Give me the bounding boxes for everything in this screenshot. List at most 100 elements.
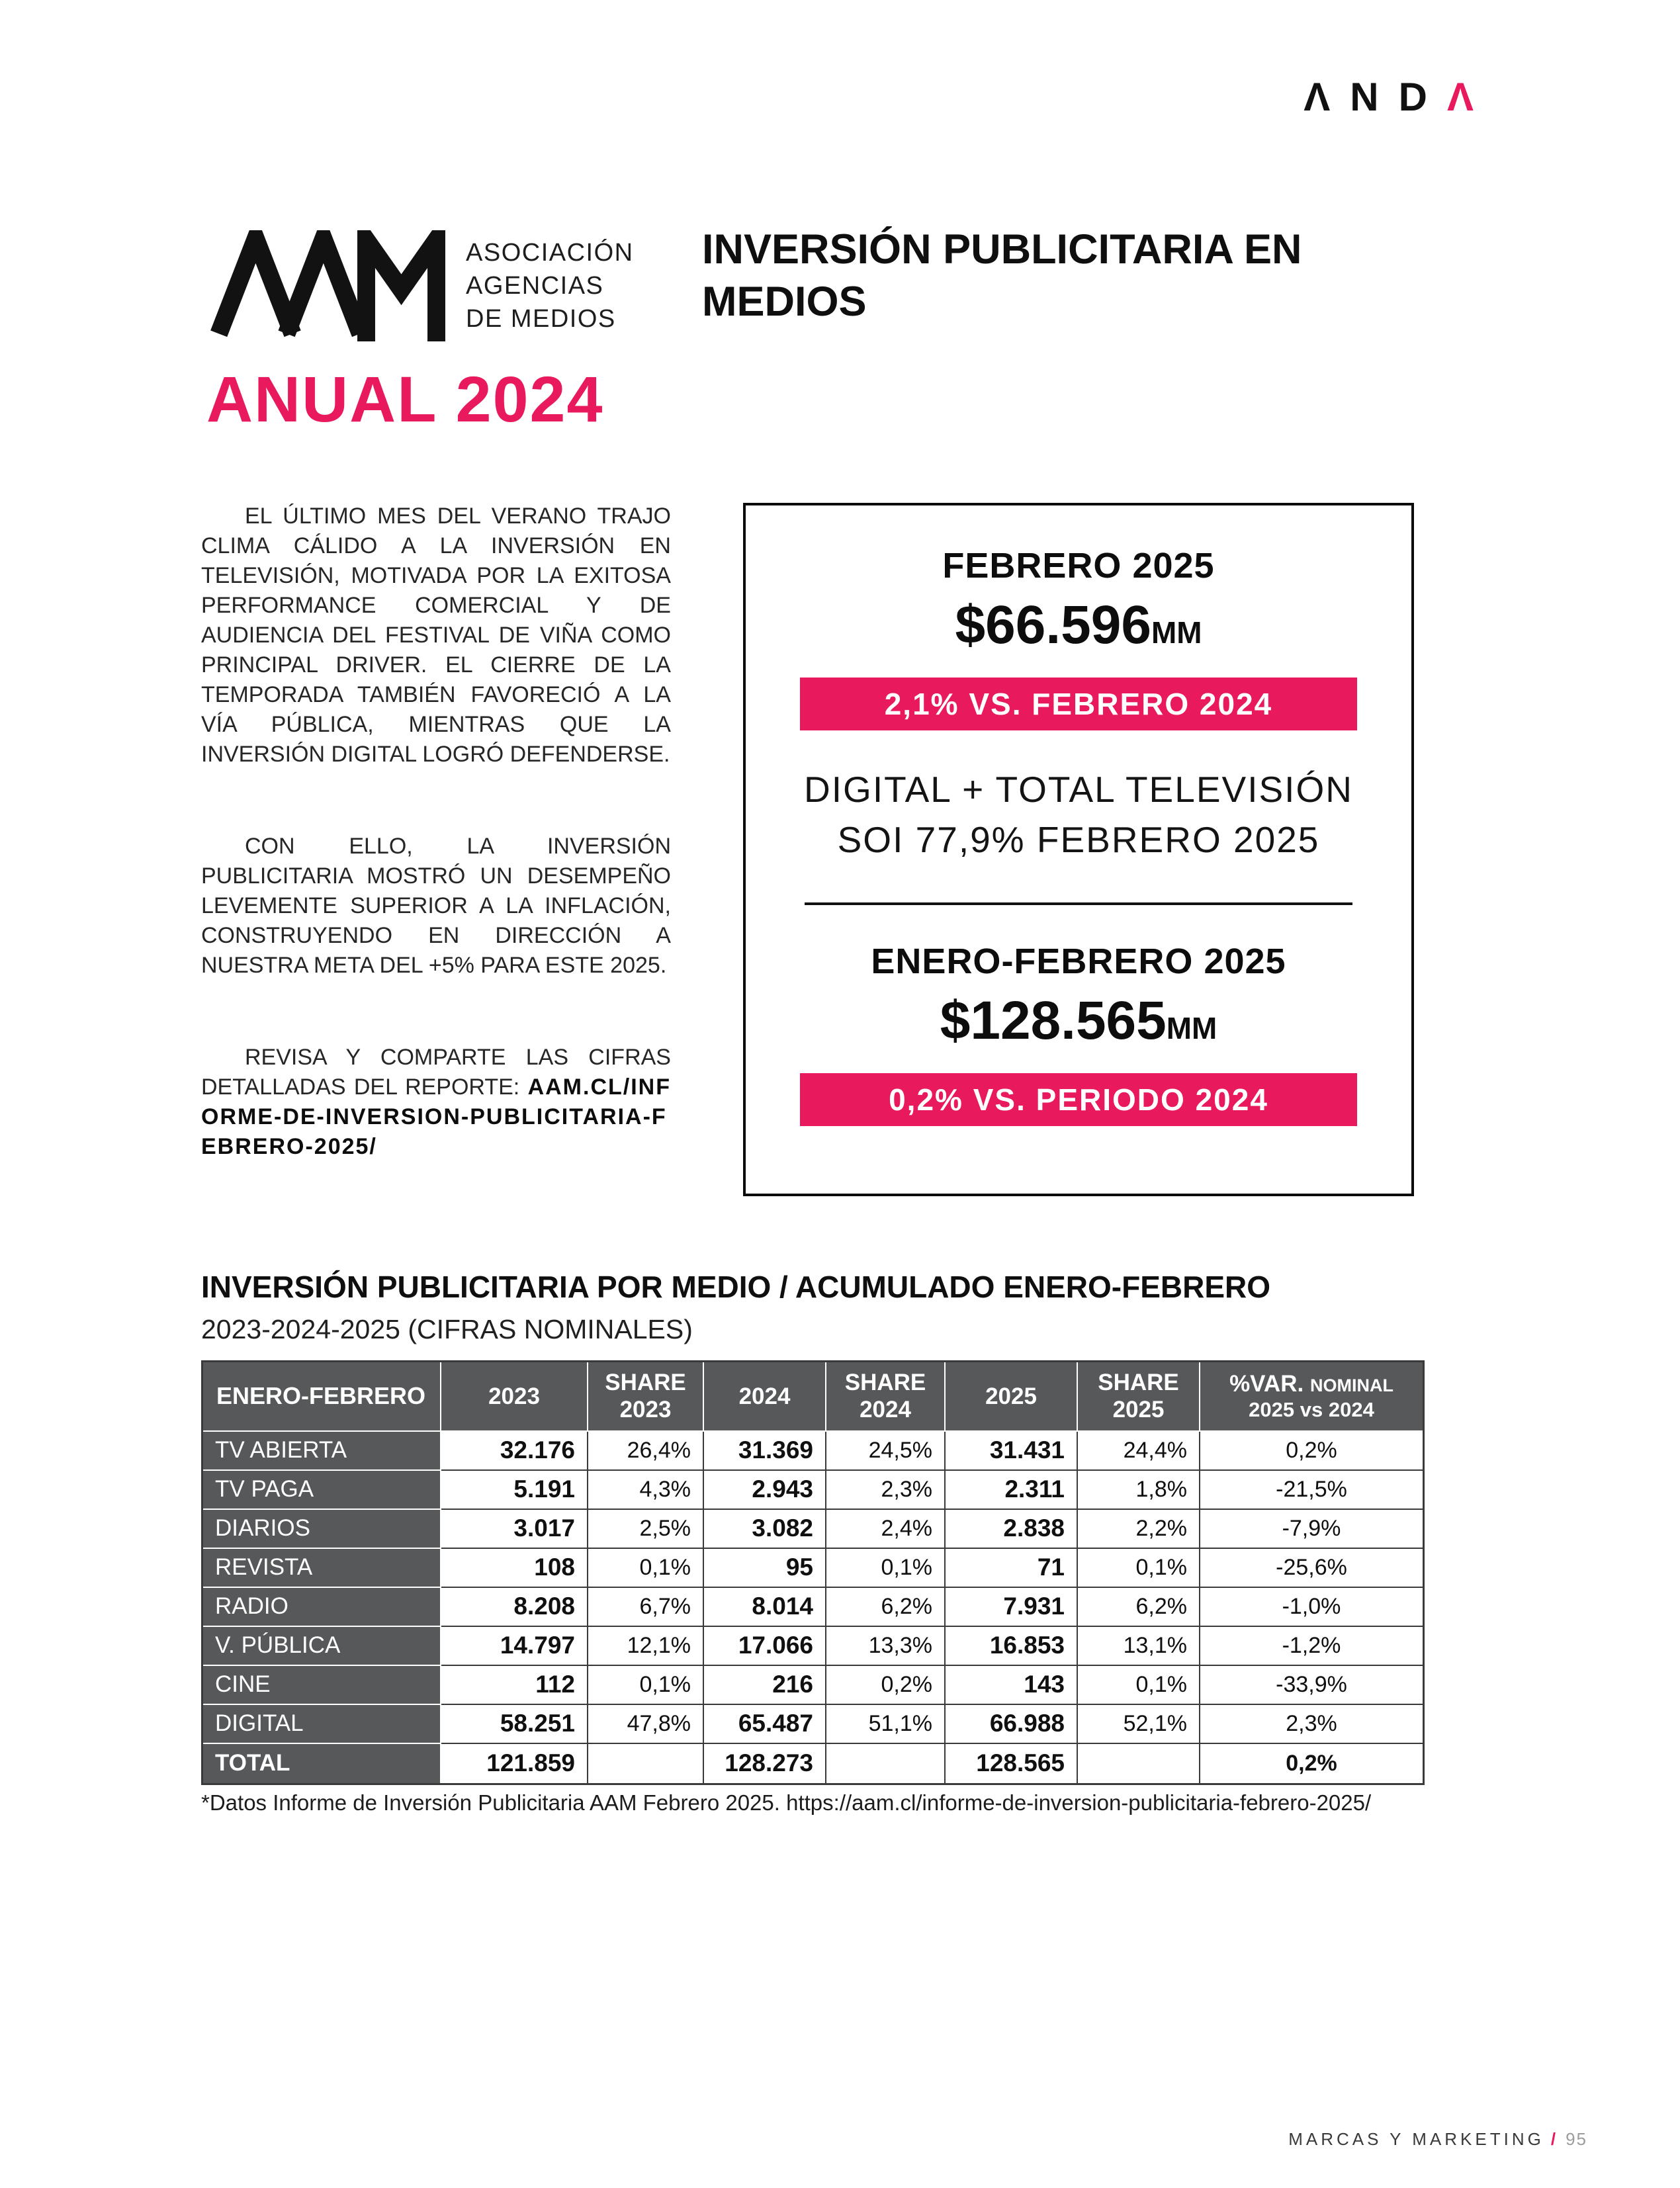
col-header-var-nominal: %VAR. NOMINAL 2025 vs 2024 bbox=[1200, 1362, 1423, 1432]
header-text: 2024 bbox=[738, 1383, 791, 1409]
data-cell: 8.208 bbox=[441, 1587, 588, 1627]
row-label-cell: DIARIOS bbox=[203, 1509, 441, 1549]
data-cell: 2,3% bbox=[826, 1470, 946, 1510]
data-cell: 26,4% bbox=[588, 1431, 704, 1471]
page-footer: MARCAS Y MARKETING / 95 bbox=[1288, 2129, 1587, 2150]
data-cell bbox=[588, 1743, 704, 1783]
row-label-cell: RADIO bbox=[203, 1587, 441, 1627]
data-cell: 0,1% bbox=[1078, 1548, 1200, 1588]
data-cell: 8.014 bbox=[704, 1587, 826, 1627]
data-cell: 2.311 bbox=[946, 1470, 1078, 1510]
data-cell: 121.859 bbox=[441, 1743, 588, 1783]
data-cell: 6,7% bbox=[588, 1587, 704, 1627]
data-cell: 66.988 bbox=[946, 1704, 1078, 1744]
box-divider bbox=[805, 902, 1352, 905]
row-label-cell: CINE bbox=[203, 1665, 441, 1705]
header-var-label: %VAR. bbox=[1229, 1371, 1304, 1397]
data-cell: 47,8% bbox=[588, 1704, 704, 1744]
row-label-cell: TV ABIERTA bbox=[203, 1431, 441, 1471]
data-cell bbox=[826, 1743, 946, 1783]
data-cell: -33,9% bbox=[1200, 1665, 1423, 1705]
article-cta-paragraph: REVISA Y COMPARTE LAS CIFRAS DETALLADAS … bbox=[201, 1043, 671, 1162]
col-header-2025: 2025 bbox=[946, 1362, 1078, 1432]
table-row: DIGITAL 58.251 47,8% 65.487 51,1% 66.988 52,1%… bbox=[203, 1704, 1423, 1744]
data-cell: 2,2% bbox=[1078, 1509, 1200, 1549]
magazine-name: MARCAS Y MARKETING bbox=[1288, 2129, 1544, 2149]
febrero-variation-badge: 2,1% VS. FEBRERO 2024 bbox=[800, 678, 1357, 730]
data-cell: 12,1% bbox=[588, 1626, 704, 1666]
table-row: TV ABIERTA 32.176 26,4% 31.369 24,5% 31.431 24… bbox=[203, 1431, 1423, 1471]
aam-masthead: ASOCIACIÓN AGENCIAS DE MEDIOS bbox=[209, 230, 634, 341]
table-row: V. PÚBLICA 14.797 12,1% 17.066 13,3% 16.853 13… bbox=[203, 1626, 1423, 1666]
article-paragraph: CON ELLO, LA INVERSIÓN PUBLICITARIA MOST… bbox=[201, 834, 671, 978]
data-cell: 216 bbox=[704, 1665, 826, 1705]
data-cell: 16.853 bbox=[946, 1626, 1078, 1666]
col-header-2024: 2024 bbox=[704, 1362, 826, 1432]
data-cell: -25,6% bbox=[1200, 1548, 1423, 1588]
header-text: 2023 bbox=[488, 1383, 540, 1409]
data-cell: 2,3% bbox=[1200, 1704, 1423, 1744]
edition-label: ANUAL 2024 bbox=[206, 363, 604, 435]
data-cell: 0,2% bbox=[1200, 1431, 1423, 1471]
periodo-variation-badge: 0,2% VS. PERIODO 2024 bbox=[800, 1072, 1357, 1126]
row-label-cell: REVISTA bbox=[203, 1548, 441, 1588]
header-text: 2025 bbox=[1112, 1397, 1165, 1423]
col-header-2023: 2023 bbox=[441, 1362, 588, 1432]
article-paragraph: EL ÚLTIMO MES DEL VERANO TRAJO CLIMA CÁL… bbox=[201, 503, 671, 767]
header-text: SHARE bbox=[1098, 1370, 1179, 1395]
aam-caption-line: ASOCIACIÓN bbox=[466, 238, 634, 267]
header-text: 2024 bbox=[860, 1397, 911, 1423]
data-cell: 0,1% bbox=[826, 1548, 946, 1588]
col-header-share-2023: SHARE 2023 bbox=[588, 1362, 704, 1432]
data-cell: 1,8% bbox=[1078, 1470, 1200, 1510]
enero-febrero-amount: $128.565MM bbox=[940, 990, 1217, 1052]
aam-logo-icon bbox=[210, 230, 445, 341]
data-cell: -21,5% bbox=[1200, 1470, 1423, 1510]
table-header-row: ENERO-FEBRERO 2023 SHARE 2023 2024 SHARE 2… bbox=[203, 1362, 1423, 1432]
anda-logo: ΛNDΛ bbox=[1304, 74, 1493, 120]
enero-febrero-period-label: ENERO-FEBRERO 2025 bbox=[871, 941, 1286, 981]
article-text: EL ÚLTIMO MES DEL VERANO TRAJO CLIMA CÁL… bbox=[201, 502, 671, 1224]
table-row: REVISTA 108 0,1% 95 0,1% 71 0,1% -25,6% bbox=[203, 1548, 1423, 1588]
footer-separator: / bbox=[1550, 2129, 1560, 2149]
data-cell: 2,4% bbox=[826, 1509, 946, 1549]
header-text: 2025 vs 2024 bbox=[1249, 1397, 1374, 1421]
aam-caption: ASOCIACIÓN AGENCIAS DE MEDIOS bbox=[466, 236, 634, 335]
report-link[interactable]: AAM.CL/INFORME-DE-INVERSION-PUBLICITARIA… bbox=[201, 1074, 671, 1159]
anda-logo-black-letters: ΛND bbox=[1304, 75, 1447, 119]
page-number: 95 bbox=[1566, 2129, 1587, 2149]
data-cell bbox=[1078, 1743, 1200, 1783]
enero-febrero-amount-unit: MM bbox=[1166, 1010, 1217, 1045]
data-cell: -1,0% bbox=[1200, 1587, 1423, 1627]
data-cell: 5.191 bbox=[441, 1470, 588, 1510]
data-cell: 31.431 bbox=[946, 1431, 1078, 1471]
data-cell: 2,5% bbox=[588, 1509, 704, 1549]
page-title: INVERSIÓN PUBLICITARIA EN MEDIOS bbox=[702, 226, 1302, 325]
row-label-cell: DIGITAL bbox=[203, 1704, 441, 1744]
data-cell: 71 bbox=[946, 1548, 1078, 1588]
data-cell: 6,2% bbox=[1078, 1587, 1200, 1627]
table-row: DIARIOS 3.017 2,5% 3.082 2,4% 2.838 2,2% -7,9% bbox=[203, 1509, 1423, 1549]
data-cell: 24,4% bbox=[1078, 1431, 1200, 1471]
header-text: 2023 bbox=[619, 1397, 672, 1423]
header-text: %VAR. NOMINAL bbox=[1206, 1370, 1417, 1397]
data-cell: 6,2% bbox=[826, 1587, 946, 1627]
table-section-title: INVERSIÓN PUBLICITARIA POR MEDIO / ACUMU… bbox=[201, 1270, 1270, 1304]
data-cell: 0,1% bbox=[588, 1665, 704, 1705]
data-cell: 128.565 bbox=[946, 1743, 1078, 1783]
table-row: TOTAL 121.859 128.273 128.565 0,2% bbox=[203, 1743, 1423, 1783]
col-header-share-2024: SHARE 2024 bbox=[826, 1362, 946, 1432]
data-cell: 0,1% bbox=[1078, 1665, 1200, 1705]
data-cell: 32.176 bbox=[441, 1431, 588, 1471]
anda-logo-accent-letter: Λ bbox=[1446, 75, 1493, 119]
soi-note-line2: SOI 77,9% FEBRERO 2025 bbox=[837, 818, 1320, 860]
data-cell: 112 bbox=[441, 1665, 588, 1705]
data-cell: 2.838 bbox=[946, 1509, 1078, 1549]
data-cell: 17.066 bbox=[704, 1626, 826, 1666]
table-row: TV PAGA 5.191 4,3% 2.943 2,3% 2.311 1,8% -21,5% bbox=[203, 1470, 1423, 1510]
media-table-body: TV ABIERTA 32.176 26,4% 31.369 24,5% 31.431 24… bbox=[203, 1431, 1423, 1783]
data-cell: 0,2% bbox=[826, 1665, 946, 1705]
data-cell: 14.797 bbox=[441, 1626, 588, 1666]
febrero-amount: $66.596MM bbox=[955, 594, 1202, 656]
febrero-amount-unit: MM bbox=[1151, 615, 1202, 650]
